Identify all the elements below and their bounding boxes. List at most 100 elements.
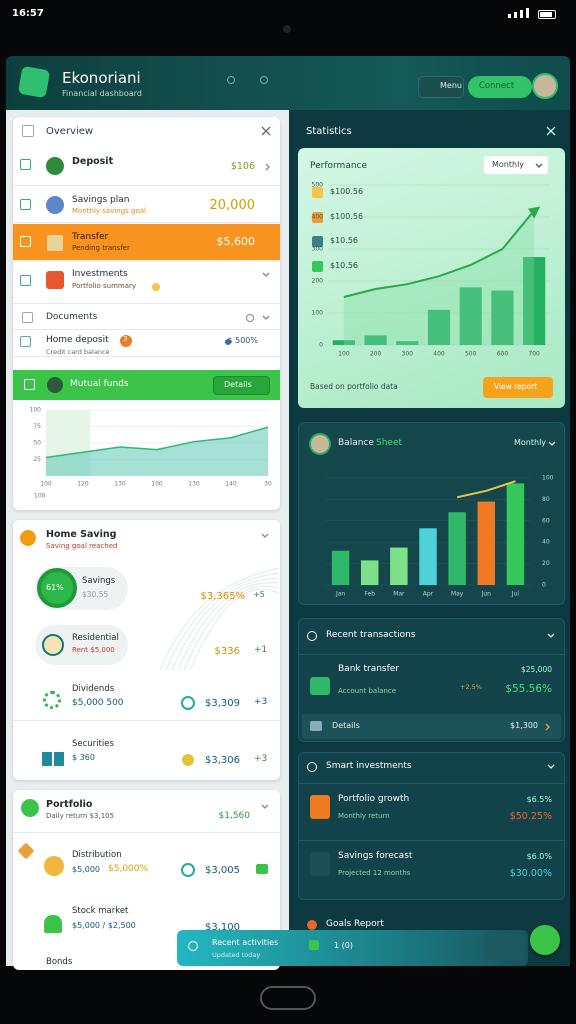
chevron-icon xyxy=(261,804,269,809)
details-button[interactable] xyxy=(213,376,270,395)
item-value: $5,000% xyxy=(108,864,149,874)
details-button-label: Details xyxy=(224,380,252,389)
x-tick-label: 600 xyxy=(497,351,509,358)
details-row[interactable] xyxy=(302,714,561,739)
card-title: Portfolio xyxy=(46,799,93,810)
item-value: $3,100 xyxy=(205,922,240,933)
bar xyxy=(448,512,466,585)
decor-curve xyxy=(189,588,279,671)
list-row[interactable] xyxy=(13,305,280,330)
item-value: $3,005 xyxy=(205,865,240,876)
x-tick-label: 300 xyxy=(402,351,414,358)
y-tick-label: 0 xyxy=(319,342,323,349)
item-icon xyxy=(43,691,61,709)
card-title: Smart investments xyxy=(326,761,412,771)
header-dot xyxy=(227,76,235,84)
bar xyxy=(477,501,496,585)
y-tick-label: 50 xyxy=(33,440,41,447)
legend-swatch xyxy=(312,187,323,198)
item-label: Dividends xyxy=(72,684,115,694)
row-icon xyxy=(20,159,31,170)
y-tick-label: 100 xyxy=(312,310,324,317)
icon-button[interactable] xyxy=(484,934,524,960)
balance-chart: 0 20 40 60 80 100 Jan Feb Mar Apr May Jun Jul xyxy=(326,475,554,598)
legend-label: $10.56 xyxy=(330,236,358,245)
trend-line xyxy=(456,480,516,499)
performance-chart: 0 100 200 300 400 500 100 200 300 400 500 600 700 xyxy=(312,182,550,358)
close xyxy=(261,126,271,136)
app-name: Ekonoriani xyxy=(62,69,141,87)
bar xyxy=(491,290,514,345)
list-row[interactable] xyxy=(13,148,280,186)
bar xyxy=(396,341,419,345)
view-report-button[interactable] xyxy=(483,377,553,398)
row-value: 20,000 xyxy=(209,198,256,213)
item-detail: Rent $5,000 xyxy=(72,646,115,654)
row-label: Home deposit xyxy=(46,335,109,345)
card-detail: Saving goal reached xyxy=(46,542,118,550)
list-row[interactable] xyxy=(13,331,280,357)
row-value: $55.56% xyxy=(505,683,552,695)
user-avatar xyxy=(532,73,558,99)
x-tick-label: 30 xyxy=(264,481,272,488)
app-logo xyxy=(17,65,51,99)
row-icon xyxy=(20,336,31,347)
dropdown[interactable] xyxy=(484,156,548,174)
row-detail: Portfolio summary xyxy=(72,282,137,290)
badge-label: 3 xyxy=(123,335,128,343)
bar-detail: Updated today xyxy=(212,951,261,959)
row-icon xyxy=(310,677,330,695)
activity-bar[interactable] xyxy=(177,930,528,966)
row-label: Bank transfer xyxy=(338,664,400,674)
bar xyxy=(523,257,546,345)
connect-button[interactable] xyxy=(468,76,532,98)
y-tick-label: 60 xyxy=(542,517,550,524)
bar xyxy=(360,560,379,585)
item-detail: $ 360 xyxy=(72,753,95,762)
card-icon xyxy=(20,530,36,546)
x-tick-label: Apr xyxy=(423,591,434,598)
bar xyxy=(364,335,387,345)
bar xyxy=(506,483,525,585)
row-label: Details xyxy=(332,721,360,730)
chevron-icon xyxy=(265,163,270,171)
x-tick-label: 140 xyxy=(225,481,237,488)
area-line xyxy=(45,426,269,459)
section-title: Documents xyxy=(46,312,98,322)
item-value: $3,306 xyxy=(205,755,240,766)
row-icon xyxy=(20,236,31,247)
row-label: Deposit xyxy=(72,156,114,167)
fab-button xyxy=(530,925,560,955)
chevron-icon xyxy=(547,764,555,769)
card-avatar xyxy=(309,433,331,455)
row-value: $50.25% xyxy=(509,811,552,822)
link-icon xyxy=(181,696,195,710)
app-subtitle: Financial dashboard xyxy=(62,89,142,98)
card-footer: Based on portfolio data xyxy=(310,382,398,391)
x-tick-label: Jun xyxy=(481,591,492,598)
y-tick-label: 200 xyxy=(312,278,324,285)
card-icon xyxy=(22,125,34,137)
header-dot xyxy=(260,76,268,84)
row-detail: Monthly savings goal xyxy=(72,207,146,215)
chevron-icon xyxy=(262,315,270,320)
y-tick-label: 75 xyxy=(33,423,41,430)
bar xyxy=(459,287,482,345)
item-avatar xyxy=(44,856,64,876)
row-detail: Projected 12 months xyxy=(338,869,411,877)
row-value: $1,300 xyxy=(510,721,538,730)
item-label: Distribution xyxy=(72,850,122,860)
panel-title: Statistics xyxy=(306,126,352,137)
item-label: Bonds xyxy=(46,957,73,967)
y-tick-label: 300 xyxy=(312,246,324,253)
x-tick-label: 130 xyxy=(188,481,200,488)
row-value: $6.0% xyxy=(526,852,552,861)
menu-button[interactable] xyxy=(418,76,464,98)
dropdown-label: Monthly xyxy=(514,438,547,447)
row-value: $ 500% xyxy=(227,336,258,345)
card-title-highlight: Sheet xyxy=(376,438,403,448)
home-button[interactable] xyxy=(260,986,316,1010)
legend-swatch xyxy=(312,211,323,223)
decor-curve xyxy=(183,586,279,671)
trend-area xyxy=(343,210,535,345)
